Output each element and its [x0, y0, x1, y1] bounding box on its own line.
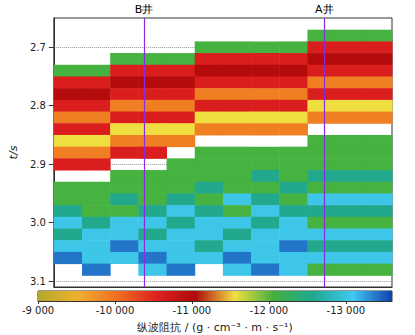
- svg-text:3.1: 3.1: [30, 276, 46, 287]
- svg-text:-10 000: -10 000: [96, 305, 135, 316]
- svg-text:B井: B井: [135, 3, 154, 16]
- svg-text:-13 000: -13 000: [327, 305, 366, 316]
- svg-text:-11 000: -11 000: [173, 305, 212, 316]
- svg-text:纵波阻抗 / (g · cm⁻³ · m · s⁻¹): 纵波阻抗 / (g · cm⁻³ · m · s⁻¹): [137, 321, 292, 334]
- svg-text:t/s: t/s: [7, 145, 20, 159]
- svg-text:-9 000: -9 000: [22, 305, 54, 316]
- svg-text:2.8: 2.8: [30, 100, 46, 111]
- svg-text:2.9: 2.9: [30, 159, 46, 170]
- svg-text:3.0: 3.0: [30, 217, 46, 228]
- svg-text:-12 000: -12 000: [250, 305, 289, 316]
- svg-text:A井: A井: [315, 3, 334, 16]
- svg-text:2.7: 2.7: [30, 42, 46, 53]
